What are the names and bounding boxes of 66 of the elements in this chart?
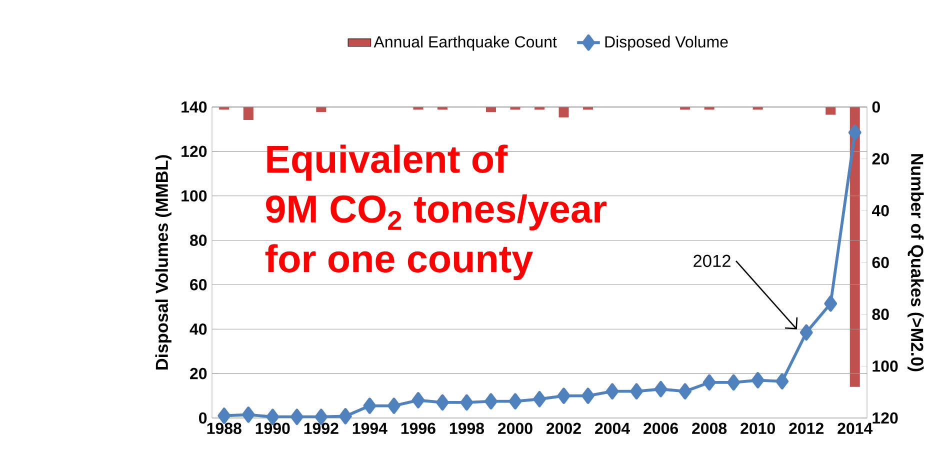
y2-tick-label: 0 [872, 101, 880, 113]
y2-tick-label: 40 [872, 205, 889, 216]
y2-tick-label: 100 [872, 360, 898, 372]
y2-tick-label: 120 [872, 412, 898, 424]
point [508, 393, 522, 410]
x-tick-label: 2000 [498, 422, 532, 434]
y-tick-label: 80 [190, 234, 207, 246]
y-tick-label: 20 [190, 368, 207, 380]
point [606, 383, 619, 400]
x-tick-label: 2014 [838, 422, 873, 434]
point [338, 408, 352, 424]
x-tick-label: 2012 [789, 422, 824, 434]
point [290, 408, 304, 426]
x-tick-label: 1988 [207, 422, 242, 434]
y-axis-title: Disposal Volumes (MMBL) [155, 155, 172, 370]
x-tick-label: 1994 [352, 422, 388, 434]
legend-label: Annual Earthquake Count [374, 36, 557, 51]
point [533, 390, 546, 408]
point [800, 324, 813, 341]
y-tick-label: 60 [190, 279, 207, 290]
point [630, 383, 644, 400]
x-tick-label: 2006 [644, 422, 678, 434]
y2-tick-label: 20 [872, 153, 889, 164]
point [654, 380, 668, 398]
point [436, 394, 449, 411]
point [776, 373, 789, 390]
annotation: 9M CO$_{2}$ tones/year [266, 194, 606, 230]
y2-axis-title: Number of Quakes (>M2.0) [908, 154, 924, 372]
x-tick-label: 1992 [304, 422, 338, 434]
x-tick-label: 1998 [450, 422, 484, 434]
annotation: for one county [265, 244, 533, 280]
x-tick-label: 1996 [401, 422, 436, 434]
bar [826, 107, 836, 115]
annotation: 2012 [694, 254, 730, 268]
point [242, 406, 255, 423]
x-tick-label: 1990 [256, 422, 290, 434]
x-tick-label: 2004 [595, 422, 630, 434]
bar [850, 107, 860, 387]
x-tick-label: 2008 [692, 422, 727, 434]
y-tick-label: 100 [182, 190, 207, 202]
y2-tick-label: 60 [872, 256, 889, 268]
point [678, 383, 692, 400]
y-tick-label: 140 [182, 101, 207, 113]
point [848, 124, 862, 141]
point [824, 295, 838, 312]
point [412, 392, 425, 408]
y-tick-label: 40 [190, 323, 207, 335]
x-tick-label: 2010 [740, 422, 775, 434]
point [702, 374, 716, 391]
point [363, 398, 376, 414]
annotation: Equivalent of [267, 144, 508, 181]
point [218, 408, 231, 424]
x-tick-label: 2002 [546, 422, 581, 434]
point [460, 394, 474, 411]
point [751, 372, 764, 388]
bar [243, 107, 254, 120]
point [727, 374, 740, 391]
point [582, 388, 594, 404]
y2-tick-label: 80 [872, 308, 889, 320]
point [387, 398, 400, 414]
y-tick-label: 120 [182, 146, 207, 158]
point [557, 388, 570, 404]
legend-label: Disposed Volume [605, 36, 728, 51]
point [484, 393, 498, 410]
bar [558, 107, 569, 118]
y-tick-label: 0 [199, 412, 207, 424]
